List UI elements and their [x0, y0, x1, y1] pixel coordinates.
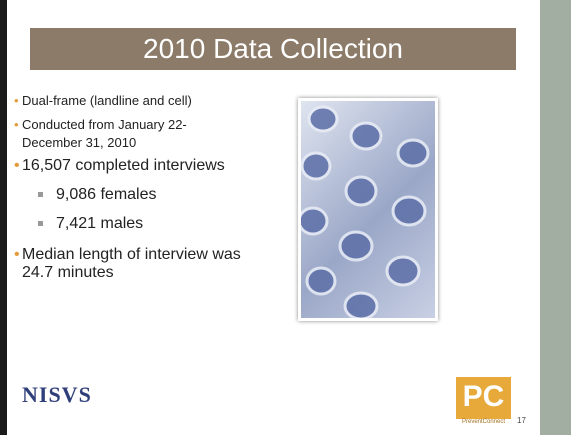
left-edge [0, 0, 7, 435]
phone-photo [298, 98, 438, 321]
page-number: 17 [517, 416, 526, 425]
pc-caption: PreventConnect [461, 419, 506, 425]
sub-bullet: 7,421 males [38, 215, 143, 233]
pc-logo: PC [456, 377, 511, 419]
bullet: Dual-frame (landline and cell) [14, 93, 282, 108]
bullet: 16,507 completed interviews [14, 157, 292, 175]
bullet: Conducted from January 22-December 31, 2… [14, 116, 222, 152]
keypad [301, 105, 430, 318]
nisvs-logo: NISVS [22, 382, 92, 407]
sub-bullet: 9,086 females [38, 186, 157, 204]
side-strip [540, 0, 571, 435]
title: 2010 Data Collection [30, 28, 516, 70]
bullet: Median length of interview was 24.7 minu… [14, 246, 272, 282]
